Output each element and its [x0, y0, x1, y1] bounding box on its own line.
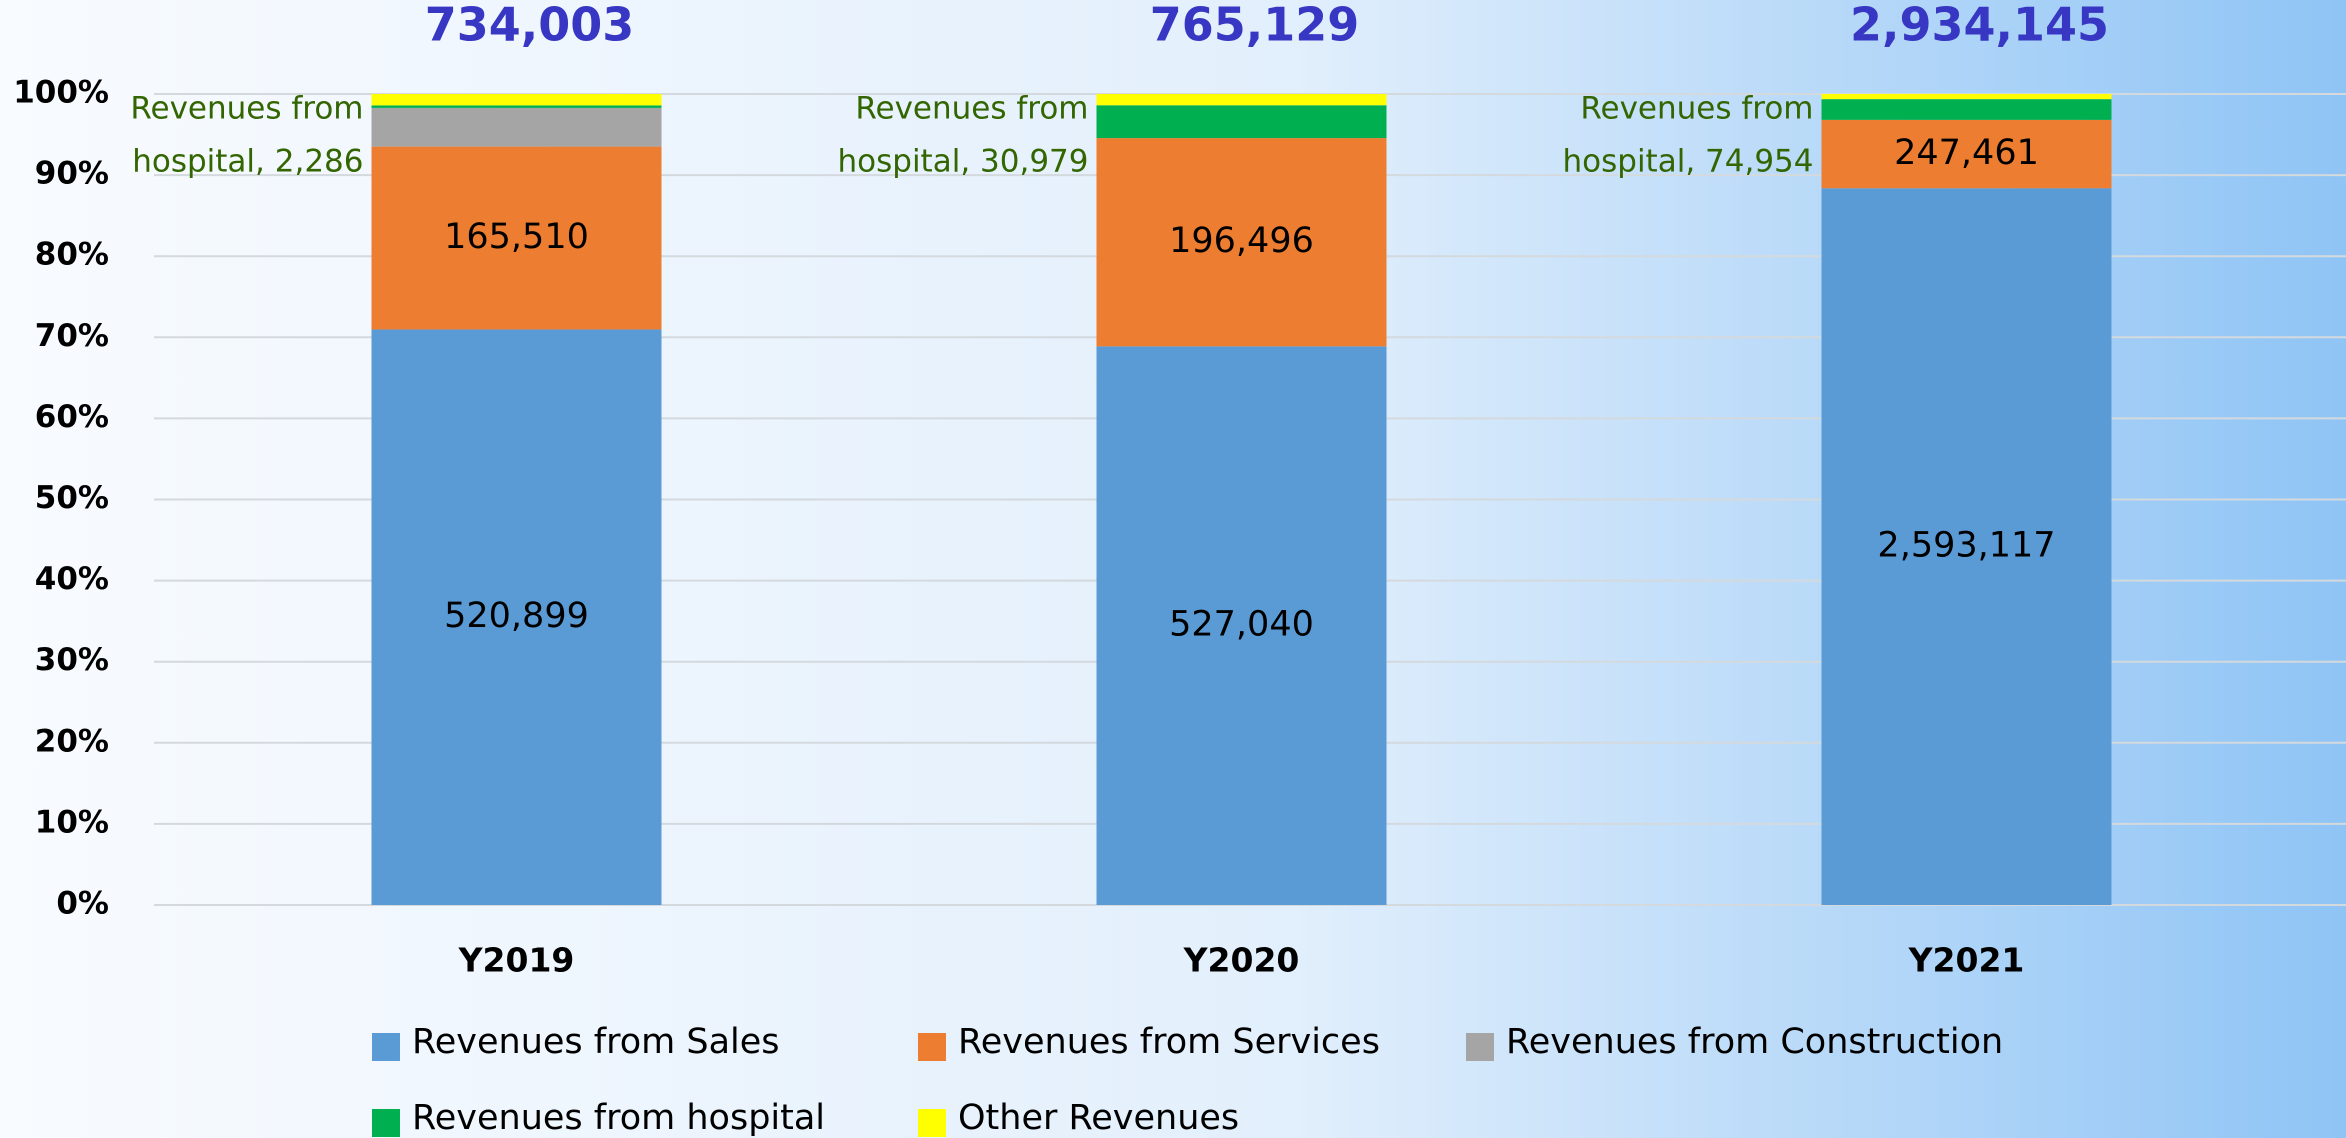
data-label: hospital, 74,954	[1563, 144, 1814, 180]
bar-segment	[371, 146, 662, 330]
data-label: 527,040	[1169, 605, 1314, 645]
y-tick-label: 90%	[35, 156, 109, 192]
total-label: 2,934,145	[1850, 0, 2109, 52]
data-label: hospital, 30,979	[838, 144, 1089, 180]
data-label: Revenues from	[1580, 91, 1813, 127]
y-tick-label: 20%	[35, 723, 109, 759]
bar-segment	[371, 94, 662, 106]
data-label: 196,496	[1169, 221, 1314, 261]
legend-swatch	[372, 1033, 400, 1061]
legend-label: Other Revenues	[958, 1098, 1239, 1138]
x-tick-label: Y2021	[1908, 941, 2025, 980]
bar-segment	[1821, 94, 2112, 100]
y-tick-label: 0%	[56, 886, 109, 922]
bar-segment	[1821, 99, 2112, 120]
y-tick-label: 70%	[35, 318, 109, 354]
bar-segment	[371, 105, 662, 108]
y-tick-label: 30%	[35, 642, 109, 678]
legend-label: Revenues from Construction	[1506, 1022, 2003, 1062]
x-tick-label: Y2020	[1183, 941, 1300, 980]
data-label: 165,510	[444, 217, 589, 257]
y-tick-label: 60%	[35, 399, 109, 435]
legend-swatch	[1466, 1033, 1494, 1061]
data-label: 2,593,117	[1877, 526, 2055, 566]
y-tick-label: 40%	[35, 561, 109, 597]
y-tick-label: 80%	[35, 237, 109, 273]
bar-segment	[371, 107, 662, 147]
legend-label: Revenues from Services	[958, 1022, 1380, 1062]
bar-segment	[1096, 138, 1387, 347]
legend-label: Revenues from Sales	[412, 1022, 780, 1062]
data-label: 247,461	[1894, 133, 2039, 173]
bar-segment	[1096, 346, 1387, 905]
y-tick-label: 10%	[35, 804, 109, 840]
data-label: Revenues from	[855, 91, 1088, 127]
legend-swatch	[918, 1033, 946, 1061]
y-tick-label: 100%	[13, 75, 109, 111]
bar-segment	[371, 329, 662, 906]
y-tick-label: 50%	[35, 480, 109, 516]
total-label: 765,129	[1150, 0, 1360, 52]
legend-label: Revenues from hospital	[412, 1098, 825, 1138]
data-label: Revenues from	[130, 91, 363, 127]
bar-segment	[1821, 119, 2112, 189]
bar-segment	[1096, 105, 1387, 139]
legend-swatch	[918, 1109, 946, 1137]
data-label: 520,899	[444, 596, 589, 636]
bar-segment	[1821, 188, 2112, 906]
data-label: hospital, 2,286	[132, 144, 363, 180]
bar-segment	[1096, 94, 1387, 106]
total-label: 734,003	[425, 0, 635, 52]
x-tick-label: Y2019	[458, 941, 575, 980]
legend-swatch	[372, 1109, 400, 1137]
